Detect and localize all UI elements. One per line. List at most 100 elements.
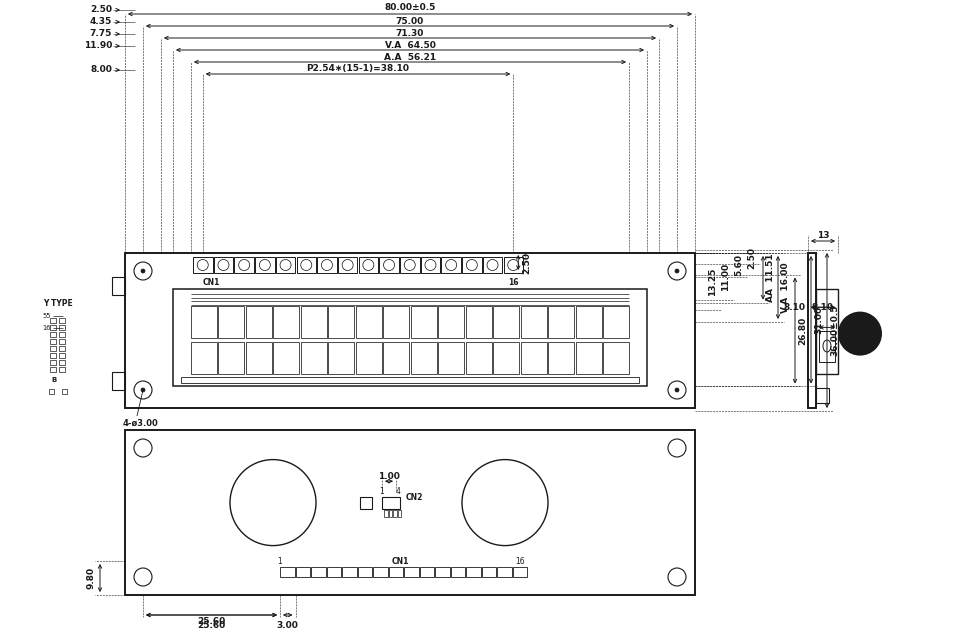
Bar bbox=[59, 367, 65, 372]
Bar bbox=[576, 342, 602, 374]
Text: 13: 13 bbox=[817, 230, 829, 239]
Bar bbox=[548, 306, 574, 338]
Bar bbox=[300, 342, 326, 374]
Circle shape bbox=[141, 269, 145, 273]
Text: 1.00: 1.00 bbox=[378, 472, 400, 481]
Bar bbox=[274, 342, 300, 374]
Text: 13.25: 13.25 bbox=[708, 268, 717, 296]
Bar bbox=[181, 377, 639, 383]
Bar bbox=[497, 567, 512, 577]
Text: 5.60: 5.60 bbox=[734, 254, 743, 276]
Text: 4.35: 4.35 bbox=[89, 17, 112, 26]
Text: 2.50: 2.50 bbox=[90, 6, 112, 15]
Text: A.A  56.21: A.A 56.21 bbox=[384, 52, 436, 61]
Bar bbox=[466, 342, 492, 374]
Bar bbox=[548, 342, 574, 374]
Bar bbox=[219, 306, 245, 338]
Text: 4-ø3.00: 4-ø3.00 bbox=[123, 419, 158, 428]
Text: CN1: CN1 bbox=[391, 557, 409, 566]
Text: 9.80: 9.80 bbox=[86, 567, 95, 589]
Text: 71.30: 71.30 bbox=[396, 29, 424, 38]
Text: V.A  64.50: V.A 64.50 bbox=[385, 40, 436, 49]
Bar bbox=[219, 342, 245, 374]
Bar bbox=[125, 430, 695, 595]
Bar bbox=[49, 389, 54, 394]
Text: 2.50: 2.50 bbox=[748, 248, 756, 269]
Bar bbox=[173, 289, 647, 386]
Bar bbox=[382, 497, 400, 509]
Text: 16: 16 bbox=[508, 278, 518, 287]
Bar bbox=[342, 567, 356, 577]
Bar bbox=[603, 342, 629, 374]
Bar bbox=[246, 342, 272, 374]
Bar bbox=[435, 567, 449, 577]
Bar bbox=[50, 346, 56, 351]
Bar bbox=[328, 342, 354, 374]
Bar bbox=[393, 510, 396, 517]
Bar bbox=[193, 257, 212, 273]
Bar bbox=[438, 342, 465, 374]
Bar bbox=[59, 360, 65, 365]
Bar bbox=[50, 353, 56, 358]
Circle shape bbox=[141, 388, 145, 392]
Bar bbox=[420, 567, 434, 577]
Bar bbox=[411, 342, 437, 374]
Bar bbox=[383, 342, 409, 374]
Text: 75.00: 75.00 bbox=[396, 17, 424, 26]
Text: 55: 55 bbox=[42, 313, 51, 319]
Bar bbox=[59, 353, 65, 358]
Bar bbox=[246, 306, 272, 338]
Bar bbox=[383, 306, 409, 338]
Bar bbox=[466, 567, 481, 577]
Bar bbox=[328, 306, 354, 338]
Bar bbox=[317, 257, 337, 273]
Bar bbox=[816, 289, 838, 374]
Bar bbox=[59, 318, 65, 323]
Text: P2.54∗(15-1)=38.10: P2.54∗(15-1)=38.10 bbox=[306, 65, 410, 74]
Bar bbox=[442, 257, 461, 273]
Text: V.A  16.00: V.A 16.00 bbox=[781, 262, 790, 313]
Bar bbox=[520, 342, 546, 374]
Bar bbox=[311, 567, 325, 577]
Bar bbox=[338, 257, 357, 273]
Bar bbox=[438, 306, 465, 338]
Bar bbox=[411, 306, 437, 338]
Text: AA  11.51: AA 11.51 bbox=[766, 253, 775, 302]
Bar bbox=[50, 360, 56, 365]
Bar bbox=[112, 372, 125, 390]
Text: 7.75: 7.75 bbox=[89, 29, 112, 38]
Bar bbox=[576, 306, 602, 338]
Bar bbox=[360, 497, 372, 509]
Text: 8.10: 8.10 bbox=[812, 303, 834, 312]
Bar bbox=[300, 306, 326, 338]
Bar bbox=[357, 567, 372, 577]
Text: B: B bbox=[52, 377, 57, 383]
Bar bbox=[50, 332, 56, 337]
Bar bbox=[384, 510, 388, 517]
Text: CN1: CN1 bbox=[203, 278, 221, 287]
Text: 1: 1 bbox=[379, 486, 384, 496]
Bar bbox=[493, 342, 519, 374]
Bar bbox=[404, 567, 419, 577]
Bar bbox=[296, 567, 310, 577]
Bar bbox=[819, 330, 835, 362]
Text: CN2: CN2 bbox=[406, 493, 423, 502]
Bar bbox=[50, 318, 56, 323]
Bar bbox=[466, 306, 492, 338]
Text: 8.00: 8.00 bbox=[90, 65, 112, 74]
Bar bbox=[112, 277, 125, 295]
Bar bbox=[276, 257, 296, 273]
Bar bbox=[493, 306, 519, 338]
Bar bbox=[513, 567, 527, 577]
Circle shape bbox=[838, 312, 882, 356]
Bar bbox=[62, 389, 67, 394]
Bar bbox=[603, 306, 629, 338]
Bar bbox=[356, 342, 382, 374]
Bar bbox=[389, 567, 403, 577]
Bar bbox=[397, 510, 401, 517]
Text: 36.00±0.5: 36.00±0.5 bbox=[830, 305, 839, 356]
Text: 4: 4 bbox=[396, 486, 400, 496]
Bar bbox=[191, 306, 217, 338]
Bar bbox=[356, 306, 382, 338]
Bar bbox=[450, 567, 465, 577]
